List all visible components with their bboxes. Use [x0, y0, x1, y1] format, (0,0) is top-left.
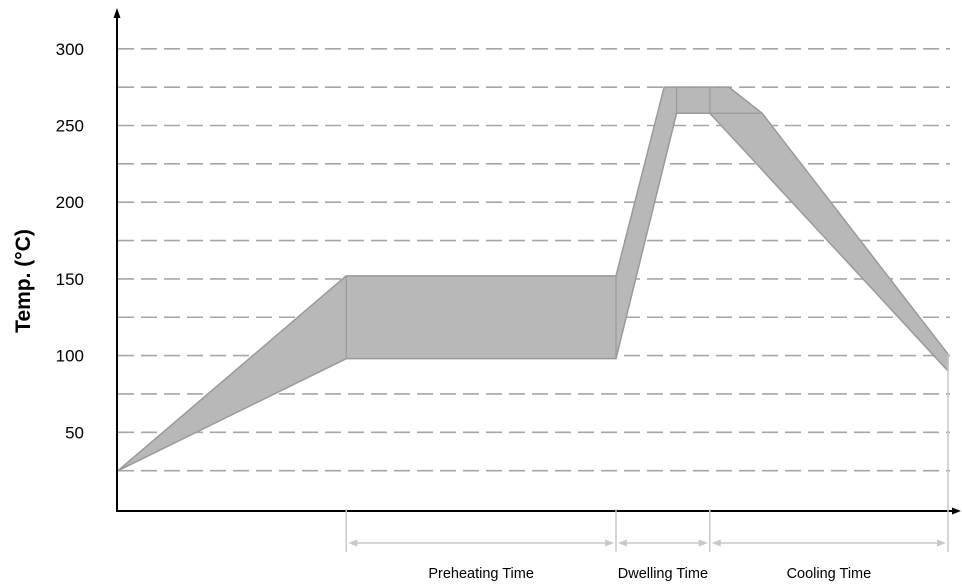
y-tick-label-200: 200 [56, 193, 84, 212]
phase-label-1: Dwelling Time [618, 566, 708, 582]
y-tick-label-100: 100 [56, 347, 84, 366]
y-tick-label-300: 300 [56, 40, 84, 59]
axes [113, 8, 961, 515]
phase-arrow-head-right-2 [937, 539, 946, 547]
y-tick-labels: 50 100 150 200 250 300 [56, 40, 84, 442]
phase-label-0: Preheating Time [428, 566, 534, 582]
y-tick-label-150: 150 [56, 270, 84, 289]
phase-arrow-head-right-1 [698, 539, 708, 547]
x-axis-arrow [952, 507, 961, 515]
phase-arrow-head-left-0 [348, 539, 358, 547]
phase-arrow-head-right-0 [605, 539, 614, 547]
y-tick-label-50: 50 [65, 423, 84, 442]
y-axis-arrow [113, 8, 121, 18]
phase-markers: Preheating Time Dwelling Time Cooling Time [345, 354, 949, 582]
y-axis-label: Temp. (°C) [12, 229, 35, 333]
phase-arrow-head-left-2 [711, 539, 721, 547]
phase-arrow-head-left-1 [618, 539, 627, 547]
phase-label-2: Cooling Time [787, 566, 872, 582]
y-tick-label-250: 250 [56, 117, 84, 136]
